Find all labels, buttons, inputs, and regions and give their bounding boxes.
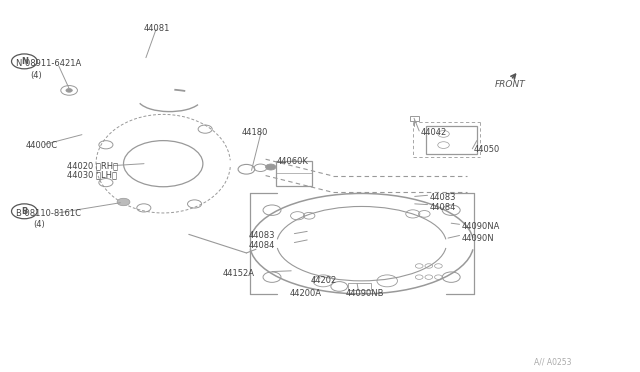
Text: A// A0253: A// A0253 [534, 357, 572, 366]
Text: 44200A: 44200A [289, 289, 321, 298]
Text: 44084: 44084 [430, 203, 456, 212]
Text: FRONT: FRONT [495, 80, 525, 89]
Text: 44081: 44081 [144, 24, 170, 33]
Text: 44083: 44083 [430, 193, 456, 202]
Text: N: N [21, 57, 28, 66]
Text: 44202: 44202 [310, 276, 337, 285]
Text: N 08911-6421A: N 08911-6421A [16, 59, 81, 68]
Text: (4): (4) [33, 220, 45, 229]
Text: 44042: 44042 [421, 128, 447, 137]
Text: 44050: 44050 [474, 145, 500, 154]
Text: 44000C: 44000C [26, 141, 58, 150]
Bar [276, 161, 312, 186]
Text: B 08110-8161C: B 08110-8161C [16, 209, 81, 218]
Text: (4): (4) [31, 71, 42, 80]
Text: 44084: 44084 [248, 241, 275, 250]
Bar [410, 116, 419, 121]
Text: 44020 〈RH〉: 44020 〈RH〉 [67, 162, 118, 171]
Text: 44083: 44083 [248, 231, 275, 240]
Circle shape [266, 164, 276, 170]
Circle shape [117, 198, 130, 206]
Text: 44180: 44180 [242, 128, 268, 137]
Bar [426, 126, 477, 154]
Circle shape [66, 89, 72, 92]
Bar [348, 283, 371, 290]
Text: 44090NB: 44090NB [346, 289, 384, 298]
Text: 44152A: 44152A [223, 269, 255, 278]
Text: B: B [21, 207, 28, 216]
Text: 44030 〈LH〉: 44030 〈LH〉 [67, 170, 117, 179]
Text: 44060K: 44060K [276, 157, 308, 166]
Text: 44090NA: 44090NA [462, 222, 500, 231]
Text: 44090N: 44090N [462, 234, 495, 243]
